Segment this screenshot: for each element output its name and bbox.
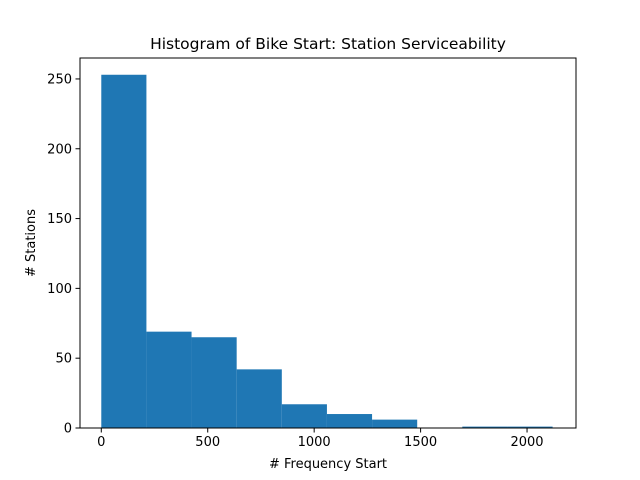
x-tick-label: 1000 — [298, 435, 331, 450]
chart-title: Histogram of Bike Start: Station Service… — [150, 35, 506, 53]
histogram-bar — [236, 369, 282, 428]
histogram-bar — [101, 74, 147, 429]
histogram-bars — [101, 74, 553, 429]
y-tick-label: 200 — [47, 142, 72, 157]
x-tick-label: 1500 — [404, 435, 437, 450]
y-tick-label: 50 — [55, 352, 72, 367]
histogram-bar — [191, 337, 237, 428]
x-tick-label: 2000 — [510, 435, 543, 450]
x-axis-ticks: 0 500 1000 1500 2000 — [97, 428, 544, 450]
histogram-bar — [146, 331, 192, 428]
x-axis-label: # Frequency Start — [269, 457, 387, 472]
histogram-bar — [372, 419, 418, 428]
y-axis-label: # Stations — [24, 209, 39, 277]
axes-frame — [79, 57, 577, 429]
histogram-bar — [507, 426, 553, 428]
y-tick-label: 150 — [47, 212, 72, 227]
y-tick-label: 250 — [47, 72, 72, 87]
histogram-bar — [462, 426, 508, 428]
y-tick-label: 100 — [47, 282, 72, 297]
x-tick-label: 500 — [195, 435, 220, 450]
histogram-bar — [326, 414, 373, 428]
y-tick-label: 0 — [64, 422, 72, 437]
y-axis-ticks: 0 50 100 150 200 250 — [47, 72, 80, 437]
histogram-bar — [281, 404, 327, 428]
x-tick-label: 0 — [97, 435, 105, 450]
